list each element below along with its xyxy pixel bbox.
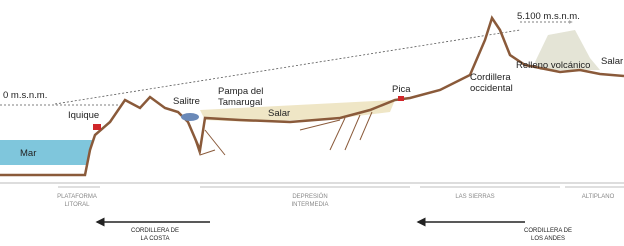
sea-label: Mar — [20, 148, 36, 159]
relleno-label: Relleno volcánico — [516, 60, 590, 71]
salitre-label: Salitre — [173, 96, 200, 107]
zone-label: LAS SIERRAS — [455, 194, 494, 200]
cross-section: 5.100 m.s.n.m. 0 m.s.n.m. Iquique Mar Sa… — [0, 0, 624, 246]
salitre-deposit — [181, 113, 199, 121]
elevation-line — [55, 30, 520, 104]
terrain-profile — [0, 18, 624, 175]
iquique-label: Iquique — [68, 110, 99, 121]
salar-label: Salar — [268, 108, 290, 119]
iquique-marker — [93, 124, 101, 130]
elevation-top: 5.100 m.s.n.m. — [517, 11, 580, 22]
elevation-zero: 0 m.s.n.m. — [3, 90, 47, 101]
zone-label: ALTIPLANO — [582, 194, 615, 200]
pica-label: Pica — [392, 84, 411, 95]
faults-2 — [190, 125, 225, 155]
salar-2-label: Salar — [601, 56, 623, 67]
pica-marker — [398, 96, 404, 101]
sea — [0, 140, 92, 165]
page: 5.100 m.s.n.m. 0 m.s.n.m. Iquique Mar Sa… — [0, 0, 624, 246]
